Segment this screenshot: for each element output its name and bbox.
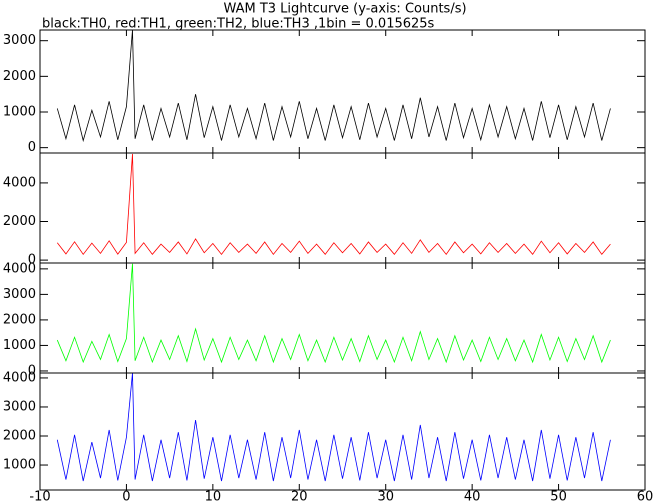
y-tick-label: 3000 (3, 33, 36, 48)
y-tick-label: 2000 (3, 312, 36, 327)
y-tick-label: 1000 (3, 458, 36, 473)
x-tick-label: 10 (205, 490, 222, 504)
y-tick-label: 0 (28, 140, 36, 155)
x-tick-label: 60 (637, 490, 654, 504)
x-tick-label: 40 (464, 490, 481, 504)
y-tick-label: 4000 (3, 175, 36, 190)
y-tick-label: 1000 (3, 105, 36, 120)
light-curve (56, 29, 611, 143)
y-tick-label: 0 (28, 253, 36, 268)
y-tick-label: 2000 (3, 214, 36, 229)
y-tick-label: 0 (28, 363, 36, 378)
panel-frame (39, 262, 646, 374)
y-tick-label: 2000 (3, 69, 36, 84)
panel-frame (39, 152, 646, 264)
light-curve (56, 372, 611, 482)
y-tick-label: 1000 (3, 338, 36, 353)
chart-title: WAM T3 Lightcurve (y-axis: Counts/s) (223, 2, 466, 17)
panel-frame (39, 372, 646, 491)
x-tick-label: 20 (291, 490, 308, 504)
y-tick-label: 2000 (3, 429, 36, 444)
x-tick-label: 30 (377, 490, 394, 504)
y-tick-label: 4000 (3, 370, 36, 385)
y-tick-label: 3000 (3, 399, 36, 414)
light-curve (56, 263, 611, 364)
y-tick-label: 4000 (3, 261, 36, 276)
chart-subtitle: black:TH0, red:TH1, green:TH2, blue:TH3 … (42, 17, 435, 32)
light-curve (56, 153, 611, 255)
x-tick-label: 0 (122, 490, 130, 504)
x-tick-label: -10 (29, 490, 50, 504)
x-tick-label: 50 (550, 490, 567, 504)
y-tick-label: 3000 (3, 287, 36, 302)
